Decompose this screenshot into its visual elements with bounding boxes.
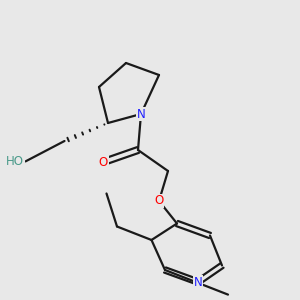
Text: O: O xyxy=(99,155,108,169)
Text: O: O xyxy=(154,194,164,208)
Text: N: N xyxy=(136,107,146,121)
Text: N: N xyxy=(194,275,202,289)
Text: HO: HO xyxy=(6,155,24,168)
